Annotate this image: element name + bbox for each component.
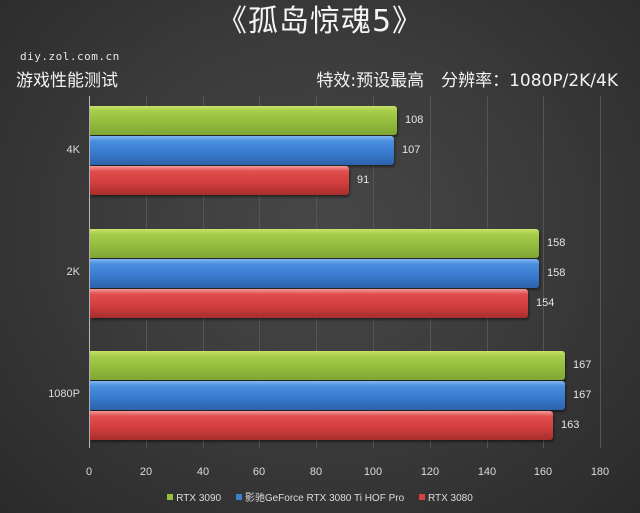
x-tick-160: 160 — [533, 466, 553, 478]
bar-1080p-rtx3080ti-hof — [90, 381, 565, 410]
chart-subtitle: 游戏性能测试 — [16, 71, 118, 91]
chart-legend: RTX 3090 影驰GeForce RTX 3080 Ti HOF Pro R… — [0, 489, 640, 504]
value-label: 158 — [547, 237, 566, 249]
value-label: 154 — [536, 297, 555, 309]
bar-4k-rtx3080ti-hof — [90, 136, 394, 165]
source-watermark: diy.zol.com.cn — [20, 50, 120, 63]
bar-4k-rtx3090 — [90, 106, 397, 135]
gridline-180 — [600, 96, 601, 448]
y-axis-line — [89, 96, 90, 448]
value-label: 167 — [573, 389, 592, 401]
value-label: 108 — [405, 114, 424, 126]
legend-item-rtx3080ti-hof: 影驰GeForce RTX 3080 Ti HOF Pro — [235, 489, 405, 504]
category-label-1080p: 1080P — [48, 388, 80, 400]
x-tick-40: 40 — [196, 466, 210, 478]
x-tick-180: 180 — [590, 466, 610, 478]
bar-2k-rtx3080 — [90, 289, 528, 318]
value-label: 167 — [573, 359, 592, 371]
bar-1080p-rtx3090 — [90, 351, 565, 380]
bar-2k-rtx3090 — [90, 229, 539, 258]
bar-1080p-rtx3080 — [90, 411, 553, 440]
value-label: 158 — [547, 267, 566, 279]
legend-item-rtx3080: RTX 3080 — [418, 493, 473, 504]
x-tick-100: 100 — [363, 466, 383, 478]
x-tick-0: 0 — [85, 466, 93, 478]
legend-swatch-blue-icon — [235, 494, 242, 500]
x-tick-60: 60 — [252, 466, 266, 478]
category-label-4k: 4K — [66, 144, 80, 156]
bar-4k-rtx3080 — [90, 166, 349, 195]
x-tick-140: 140 — [477, 466, 497, 478]
test-settings: 特效:预设最高 分辨率：1080P/2K/4K — [316, 71, 618, 91]
value-label: 107 — [402, 144, 421, 156]
x-tick-80: 80 — [309, 466, 323, 478]
value-label: 91 — [357, 174, 370, 186]
legend-item-rtx3090: RTX 3090 — [167, 493, 221, 504]
legend-swatch-red-icon — [418, 494, 425, 500]
legend-label: RTX 3080 — [427, 493, 473, 504]
category-label-2k: 2K — [66, 266, 80, 278]
legend-swatch-green-icon — [167, 494, 174, 500]
x-tick-120: 120 — [420, 466, 440, 478]
value-label: 163 — [561, 419, 580, 431]
legend-label: RTX 3090 — [176, 493, 222, 504]
chart-title: 《孤岛惊魂5》 — [216, 4, 424, 39]
x-tick-20: 20 — [139, 466, 153, 478]
gridline-160 — [543, 96, 544, 448]
bar-2k-rtx3080ti-hof — [90, 259, 539, 288]
legend-label: 影驰GeForce RTX 3080 Ti HOF Pro — [244, 493, 405, 504]
